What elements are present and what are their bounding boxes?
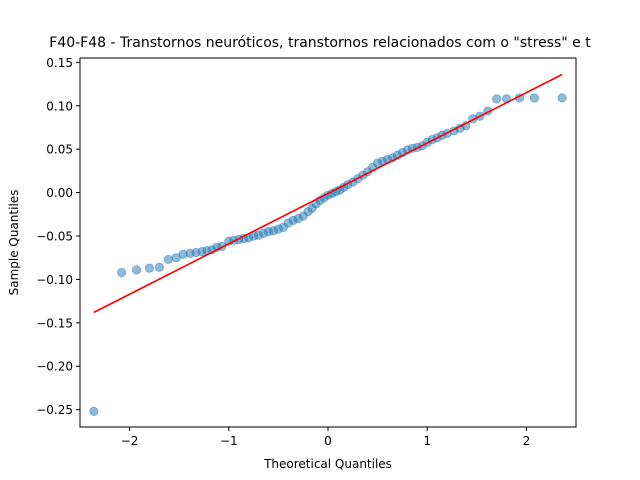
reference-line — [93, 73, 563, 314]
y-tick-label: 0.15 — [46, 56, 73, 70]
x-tick-label: 0 — [324, 434, 332, 448]
y-tick-label: 0.00 — [46, 186, 73, 200]
y-tick-label: 0.10 — [46, 99, 73, 113]
y-tick-label: −0.25 — [36, 403, 73, 417]
y-tick-label: −0.10 — [36, 273, 73, 287]
y-tick-label: −0.05 — [36, 229, 73, 243]
data-point — [529, 93, 539, 103]
x-tick-label: 1 — [423, 434, 431, 448]
data-point — [144, 263, 155, 273]
chart-title: F40-F48 - Transtornos neuróticos, transt… — [49, 35, 591, 51]
plot-area — [89, 73, 567, 416]
x-tick-label: 2 — [523, 434, 531, 448]
data-point — [154, 262, 164, 272]
x-axis-ticks: −2 −1 0 1 2 — [121, 427, 530, 448]
x-axis-label: Theoretical Quantiles — [263, 457, 392, 471]
scatter-points — [89, 93, 567, 416]
y-axis-label: Sample Quantiles — [7, 190, 21, 296]
y-tick-label: 0.05 — [46, 143, 73, 157]
data-point — [117, 267, 127, 278]
y-tick-label: −0.20 — [36, 360, 73, 374]
data-point — [131, 265, 142, 275]
data-point — [163, 254, 173, 265]
x-tick-label: −1 — [220, 434, 238, 448]
data-point — [557, 93, 567, 103]
y-tick-label: −0.15 — [36, 316, 73, 330]
x-tick-label: −2 — [121, 434, 139, 448]
data-point — [89, 406, 99, 416]
data-point — [492, 94, 502, 104]
y-axis-ticks: −0.25 −0.20 −0.15 −0.10 −0.05 0.00 0.05 0.10 0.1… — [36, 56, 80, 417]
